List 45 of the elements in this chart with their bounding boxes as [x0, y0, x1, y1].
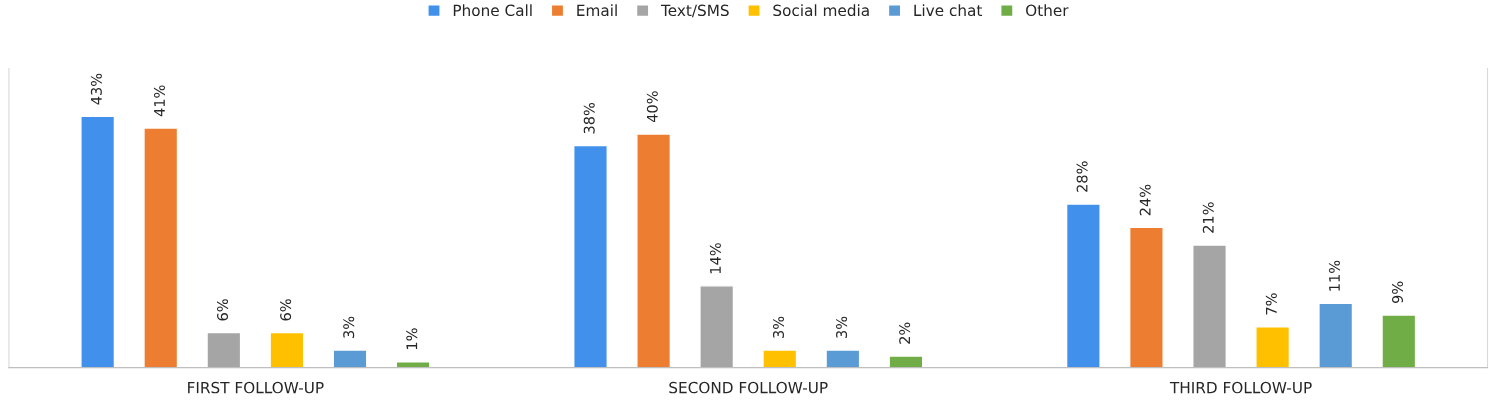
data-label: 14%	[709, 243, 721, 274]
data-label: 28%	[1076, 161, 1088, 192]
data-label: 3%	[343, 316, 355, 338]
legend-label: Other	[1026, 4, 1069, 17]
bar	[1192, 244, 1227, 368]
legend-label: Social media	[773, 4, 869, 17]
data-label: 6%	[280, 299, 292, 321]
data-label: 24%	[1139, 184, 1151, 216]
bar	[1065, 203, 1101, 368]
bar	[206, 331, 242, 368]
bar	[332, 349, 368, 368]
data-label: 11%	[1328, 260, 1340, 291]
bar	[395, 361, 431, 368]
bar	[1129, 226, 1164, 368]
x-tick-label: SECOND FOLLOW-UP	[669, 381, 828, 394]
legend-label: Email	[577, 4, 617, 17]
bar	[269, 331, 305, 368]
bar	[80, 115, 116, 368]
bar	[1381, 314, 1417, 368]
bar	[636, 133, 672, 368]
legend-label: Text/SMS	[660, 4, 729, 18]
bar	[762, 349, 798, 368]
data-label: 6%	[217, 299, 229, 321]
legend-label: Phone Call	[453, 4, 532, 17]
bar	[888, 355, 924, 368]
data-label: 38%	[583, 102, 595, 134]
data-label: 3%	[836, 316, 848, 338]
bar	[143, 127, 179, 368]
bar	[699, 285, 735, 368]
data-label: 2%	[899, 322, 911, 344]
data-label: 1%	[406, 328, 418, 350]
bar	[1318, 302, 1354, 368]
data-label: 40%	[646, 91, 658, 123]
legend-label: Live chat	[914, 4, 983, 17]
data-label: 9%	[1392, 281, 1404, 304]
data-label: 41%	[153, 85, 165, 117]
x-tick-label: THIRD FOLLOW-UP	[1169, 381, 1312, 394]
data-label: 3%	[772, 316, 784, 338]
data-label: 43%	[90, 73, 102, 105]
bar	[573, 144, 608, 368]
x-tick-label: FIRST FOLLOW-UP	[188, 381, 324, 394]
bar	[825, 349, 861, 368]
data-label: 7%	[1265, 293, 1277, 315]
data-label: 21%	[1202, 202, 1214, 233]
bar	[1255, 326, 1291, 368]
